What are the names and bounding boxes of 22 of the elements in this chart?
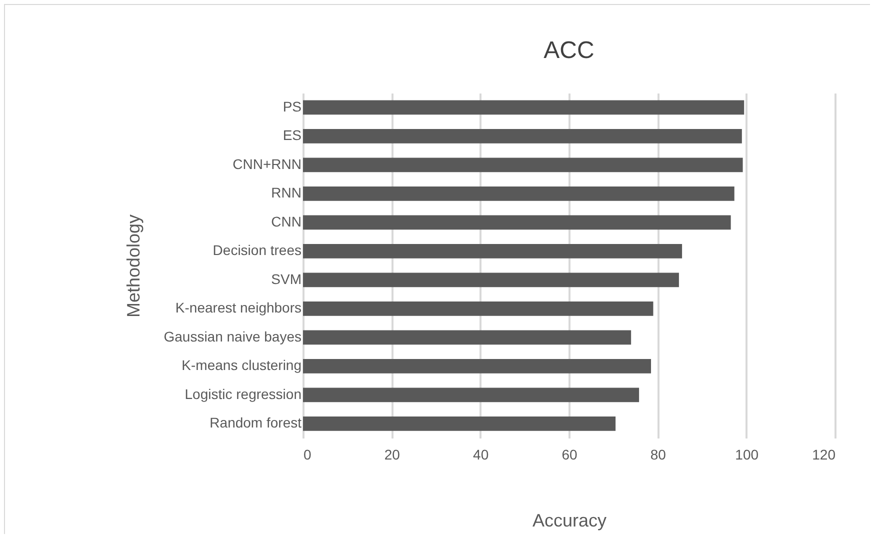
y-tick-label: ES [282, 127, 302, 144]
x-tick-label: 0 [304, 446, 312, 462]
x-tick-label: 80 [650, 446, 666, 462]
x-tick-label: 40 [473, 446, 489, 462]
y-tick-label: K-means clustering [182, 357, 302, 374]
y-tick-label: RNN [271, 184, 302, 201]
chart-title: ACC [544, 37, 594, 64]
y-tick-label: K-nearest neighbors [175, 300, 302, 316]
x-tick-label: 120 [812, 446, 836, 462]
y-tick-label: Logistic regression [184, 386, 302, 402]
y-tick-label: CNN+RNN [232, 156, 302, 172]
y-tick-label: Decision trees [212, 242, 302, 258]
x-tick-label: 20 [384, 446, 400, 462]
y-axis-title: Methodology [124, 214, 144, 318]
x-tick-label: 100 [735, 446, 759, 462]
x-tick-label: 60 [562, 446, 578, 462]
y-tick-label: Gaussian naive bayes [164, 328, 302, 344]
x-axis-title: Accuracy [532, 510, 607, 530]
y-tick-label: SVM [271, 270, 302, 287]
y-tick-label: CNN [271, 213, 302, 230]
y-tick-label: Random forest [210, 414, 302, 431]
y-tick-label: PS [282, 98, 302, 114]
